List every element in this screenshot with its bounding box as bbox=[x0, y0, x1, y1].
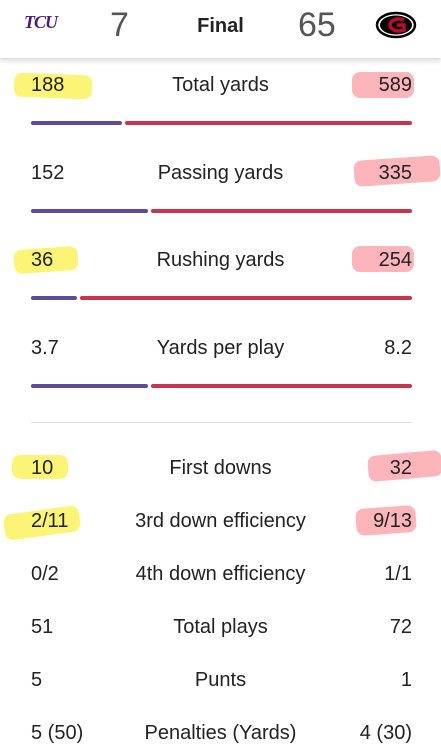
home-bar bbox=[124, 121, 412, 125]
highlight bbox=[352, 246, 414, 272]
away-bar bbox=[31, 383, 148, 388]
home-value: 4 (30) bbox=[359, 722, 412, 744]
stat-label: Penalties (Yards) bbox=[144, 722, 297, 744]
home-bar bbox=[151, 208, 412, 213]
away-value: 188 bbox=[31, 74, 65, 96]
home-value: 589 bbox=[378, 74, 412, 96]
away-value: 152 bbox=[31, 161, 65, 184]
home-value: 254 bbox=[378, 249, 412, 271]
away-value: 3.7 bbox=[31, 336, 59, 359]
stat-label: 3rd down efficiency bbox=[135, 510, 306, 532]
home-score: 65 bbox=[298, 6, 336, 44]
stat-label: Total plays bbox=[173, 616, 268, 638]
away-value: 5 (50) bbox=[31, 722, 84, 744]
stat-label: Yards per play bbox=[156, 336, 285, 359]
home-bar bbox=[79, 296, 412, 300]
away-bar bbox=[31, 121, 122, 125]
stat-label: 4th down efficiency bbox=[135, 563, 306, 585]
away-value: 10 bbox=[31, 457, 54, 479]
game-status: Final bbox=[197, 15, 244, 37]
home-value: 1/1 bbox=[384, 563, 412, 585]
away-value: 5 bbox=[31, 669, 43, 691]
away-logo: TCU bbox=[24, 12, 58, 32]
away-bar bbox=[31, 208, 149, 213]
header: TCU 7 Final 65 bbox=[0, 0, 441, 58]
away-value: 36 bbox=[31, 249, 54, 271]
stat-label: Punts bbox=[194, 669, 247, 691]
stat-label: First downs bbox=[169, 457, 272, 479]
home-value: 9/13 bbox=[373, 510, 412, 532]
away-score: 7 bbox=[110, 6, 129, 44]
home-value: 72 bbox=[389, 616, 412, 638]
home-value: 32 bbox=[389, 457, 412, 479]
home-bar bbox=[150, 383, 412, 388]
stat-label: Total yards bbox=[172, 74, 269, 96]
away-value: 0/2 bbox=[31, 563, 59, 585]
away-bar bbox=[31, 296, 77, 300]
highlight bbox=[12, 455, 68, 479]
away-value: 51 bbox=[31, 616, 54, 638]
highlight bbox=[352, 72, 414, 98]
away-value: 2/11 bbox=[31, 510, 69, 532]
home-value: 335 bbox=[378, 161, 412, 184]
home-value: 8.2 bbox=[384, 336, 412, 359]
stat-label: Rushing yards bbox=[156, 249, 285, 271]
home-value: 1 bbox=[400, 669, 412, 691]
divider bbox=[31, 422, 412, 423]
stat-label: Passing yards bbox=[157, 161, 284, 184]
home-logo bbox=[375, 11, 417, 39]
